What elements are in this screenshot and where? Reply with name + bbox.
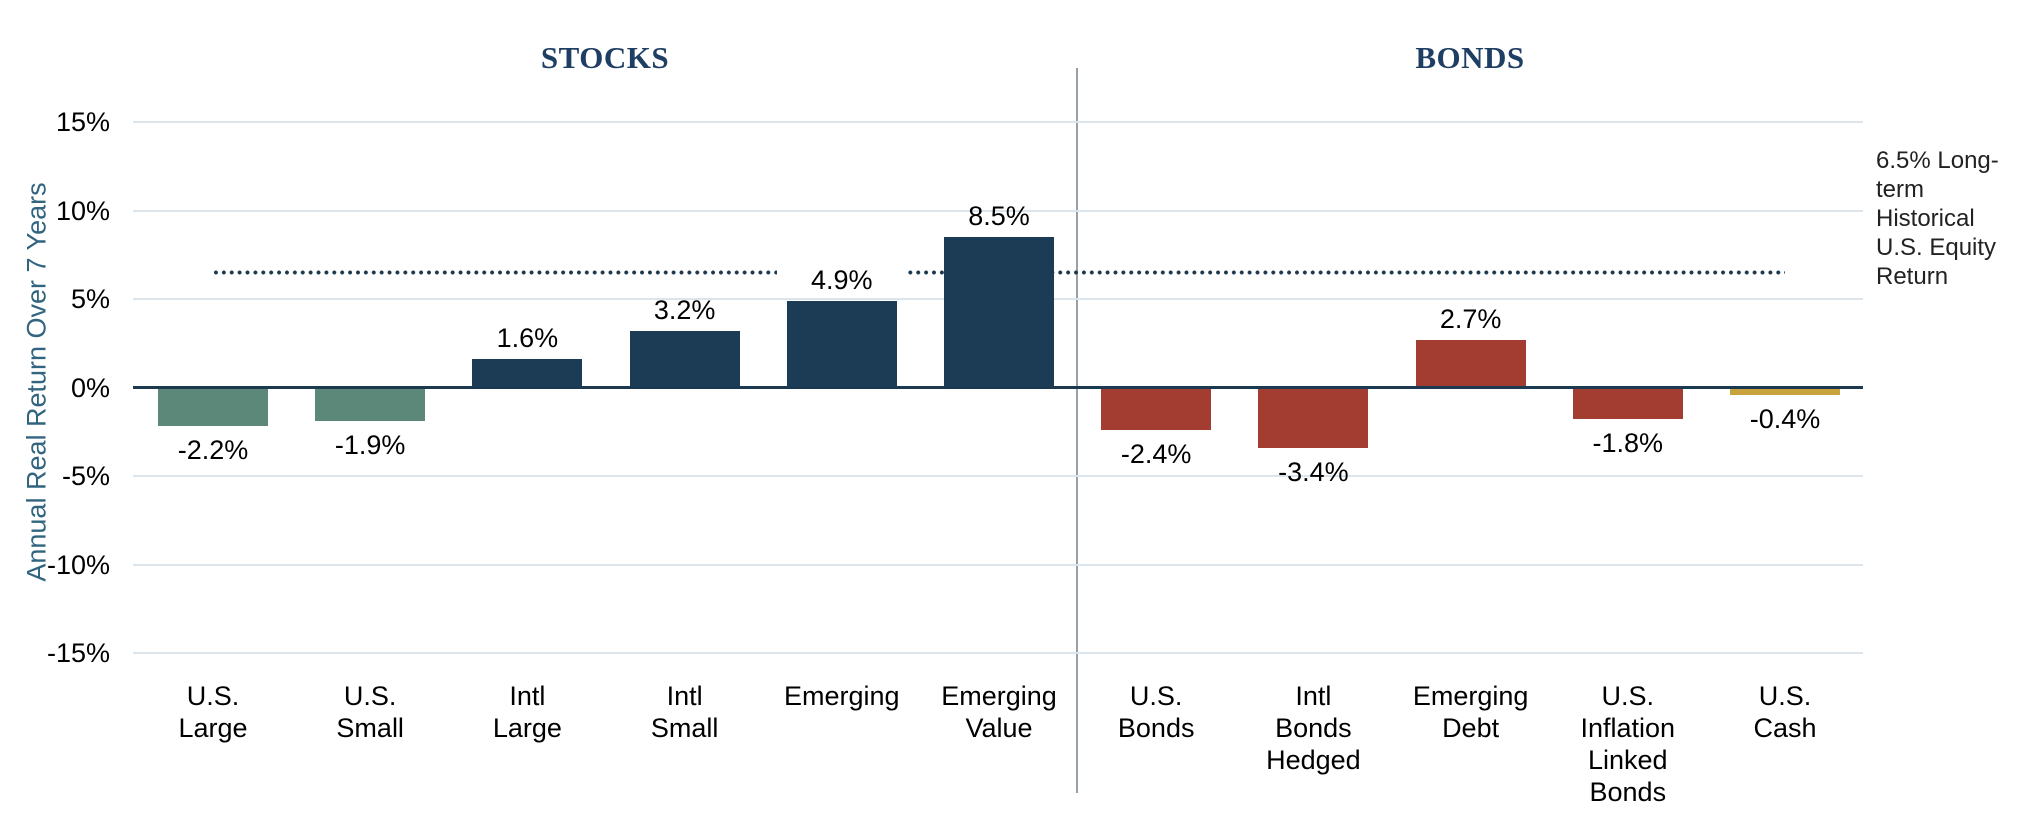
category-label-u-s-cash: U.S. Cash [1753,681,1817,743]
value-label-intl-bonds-hedged: -3.4% [1278,456,1349,487]
gridline--10% [133,563,1863,566]
reference-line-annotation: 6.5% Long-term Historical U.S. Equity Re… [1876,147,1999,290]
category-label-u-s-inflation-linked-bonds: U.S. Inflation Linked Bonds [1580,681,1676,807]
category-label-intl-small: Intl Small [650,681,719,743]
y-tick-label--5%: -5% [61,461,110,491]
y-tick-label-0%: 0% [70,372,110,403]
y-tick-label-15%: 15% [55,107,110,137]
bar-u-s-large [158,387,268,427]
bar-intl-large [472,359,583,388]
value-label-emerging: 4.9% [776,264,907,296]
value-label-u-s-bonds: -2.4% [1120,438,1192,469]
value-label-u-s-large: -2.2% [177,435,249,466]
value-label-u-s-small: -1.9% [334,430,406,461]
value-label-u-s-cash: -0.4% [1749,403,1821,434]
gridline-15% [133,121,1863,123]
gridline--5% [133,475,1863,477]
value-label-u-s-inflation-linked-bonds: -1.8% [1592,428,1664,459]
value-label-emerging-debt: 2.7% [1439,303,1502,334]
category-label-u-s-large: U.S. Large [178,681,248,743]
bar-intl-small [629,330,740,388]
bar-emerging-debt [1415,339,1526,388]
bar-emerging [786,300,897,388]
category-label-emerging: Emerging [784,681,900,711]
zero-axis-line [133,386,1863,389]
category-label-u-s-bonds: U.S. Bonds [1117,681,1195,743]
bar-u-s-bonds [1101,387,1212,430]
category-label-emerging-debt: Emerging Debt [1412,681,1529,743]
gridline-10% [133,209,1863,212]
bar-u-s-small [315,387,426,422]
gridline--15% [133,652,1863,654]
y-tick-label--10%: -10% [46,549,110,580]
category-label-u-s-small: U.S. Small [336,681,404,743]
category-label-emerging-value: Emerging Value [941,681,1057,743]
bar-u-s-cash [1730,387,1840,395]
category-label-intl-large: Intl Large [492,681,562,743]
value-label-intl-small: 3.2% [653,294,716,325]
stocks-bonds-divider-line [1076,68,1078,793]
value-label-intl-large: 1.6% [496,323,559,354]
category-label-intl-bonds-hedged: Intl Bonds Hedged [1266,681,1361,775]
bar-intl-bonds-hedged [1258,387,1369,448]
y-tick-label--15%: -15% [46,638,110,668]
y-tick-label-5%: 5% [70,284,110,314]
y-tick-label-10%: 10% [55,195,110,226]
bar-emerging-value [944,237,1054,388]
section-title-stocks: STOCKS [540,40,670,75]
value-label-emerging-value: 8.5% [968,201,1030,232]
section-title-bonds: BONDS [1415,40,1525,75]
bar-u-s-inflation-linked-bonds [1572,387,1683,420]
